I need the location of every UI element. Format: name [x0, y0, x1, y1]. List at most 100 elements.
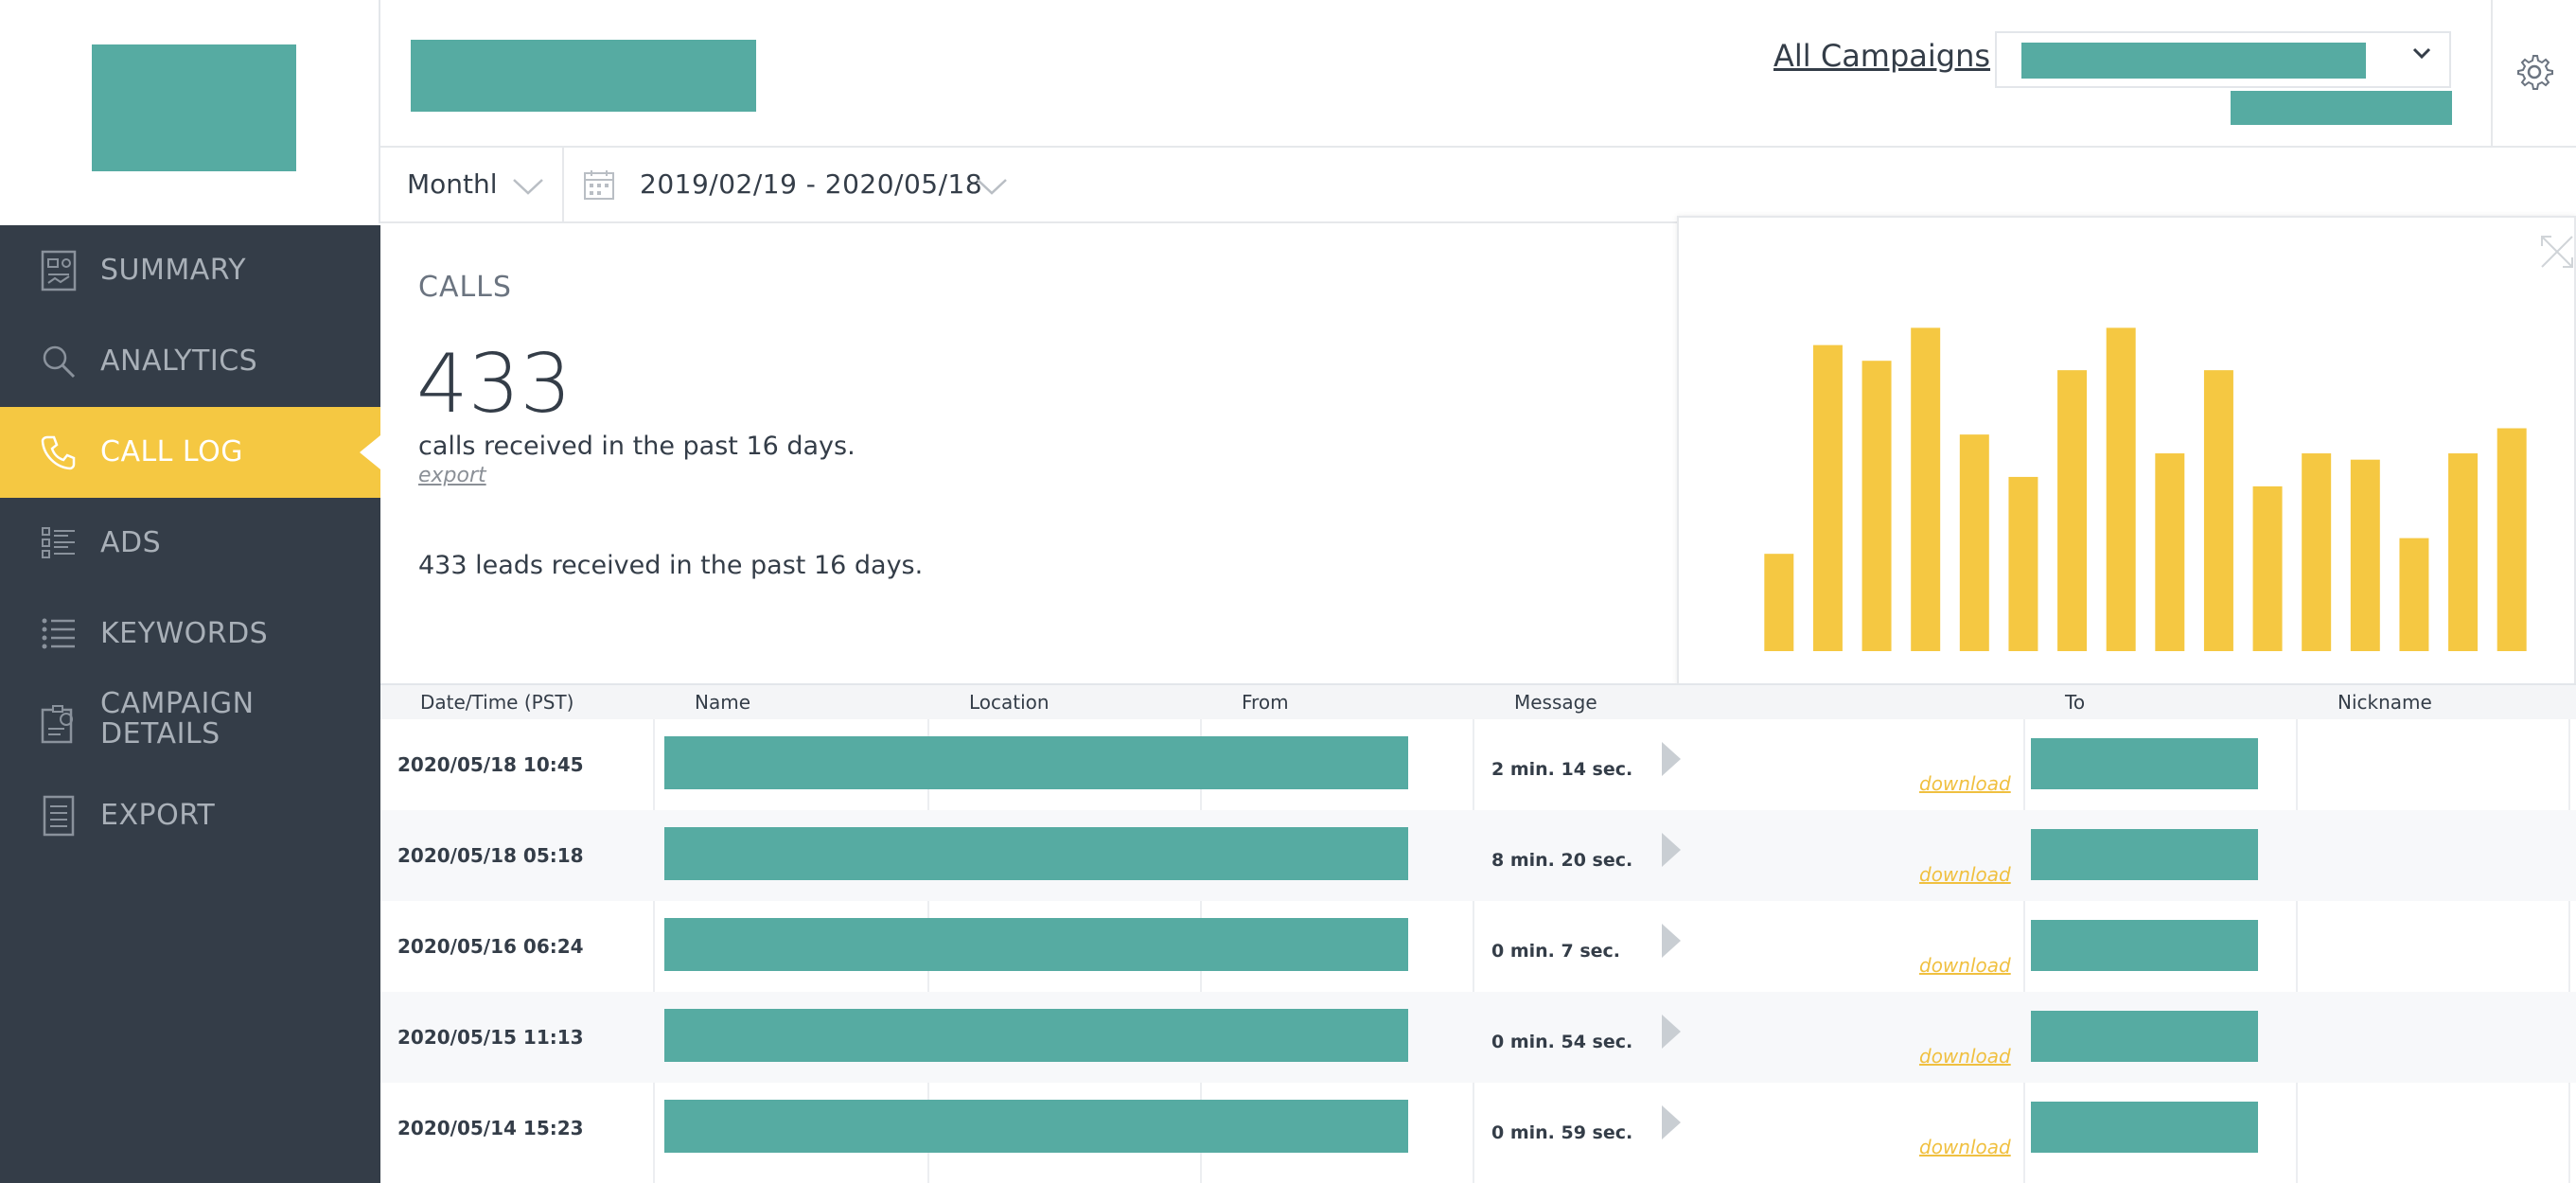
chart-bar[interactable] — [1861, 361, 1892, 651]
sidebar-item-label: EXPORT — [100, 799, 216, 832]
table-row[interactable]: 2020/05/18 05:18 8 min. 20 sec. download — [380, 810, 2576, 901]
download-link[interactable]: download — [1919, 954, 2011, 977]
period-select[interactable]: Monthl — [380, 148, 564, 221]
sidebar-item-label: KEYWORDS — [100, 617, 269, 650]
row-to-number — [2031, 1102, 2258, 1153]
play-icon[interactable] — [1662, 924, 1681, 958]
play-icon[interactable] — [1662, 833, 1681, 867]
summary-report-icon — [38, 250, 79, 291]
chevron-down-icon — [975, 172, 1009, 204]
download-link[interactable]: download — [1919, 772, 2011, 795]
table-row[interactable]: 2020/05/18 10:45 2 min. 14 sec. download — [380, 719, 2576, 810]
chart-bar[interactable] — [1911, 327, 1941, 651]
leads-description: 433 leads received in the past 16 days. — [418, 551, 924, 580]
chart-bar[interactable] — [2252, 486, 2283, 651]
download-link[interactable]: download — [1919, 863, 2011, 886]
column-header-nickname[interactable]: Nickname — [2338, 691, 2432, 714]
column-header-location[interactable]: Location — [969, 691, 1050, 714]
campaign-select[interactable] — [1995, 31, 2451, 88]
chart-bar[interactable] — [1812, 344, 1843, 651]
column-divider — [2568, 683, 2570, 1183]
sidebar-item-label-line2: DETAILS — [100, 717, 221, 750]
brand-logo[interactable] — [92, 44, 296, 171]
selected-campaign-value — [2021, 43, 2366, 79]
sidebar-item-ads[interactable]: ADS — [0, 498, 380, 589]
date-range-picker[interactable]: 2019/02/19 - 2020/05/18 — [564, 148, 1094, 221]
sidebar-item-campaign-details[interactable]: CAMPAIGN DETAILS — [0, 680, 380, 770]
chart-bar[interactable] — [2203, 370, 2233, 651]
row-caller-details — [664, 827, 1408, 880]
play-icon[interactable] — [1662, 1015, 1681, 1049]
sidebar-item-label: ADS — [100, 526, 162, 559]
page-title — [411, 40, 756, 112]
chart-bar[interactable] — [2399, 538, 2429, 651]
campaign-details-icon — [38, 704, 79, 746]
row-message-duration: 0 min. 7 sec. — [1491, 941, 1621, 962]
row-datetime: 2020/05/14 15:23 — [397, 1117, 584, 1139]
row-message-duration: 0 min. 59 sec. — [1491, 1122, 1633, 1143]
all-campaigns-link[interactable]: All Campaigns — [1773, 38, 1991, 74]
table-row[interactable]: 2020/05/14 15:23 0 min. 59 sec. download — [380, 1083, 2576, 1174]
row-caller-details — [664, 1100, 1408, 1153]
sidebar-item-summary[interactable]: SUMMARY — [0, 225, 380, 316]
table-row[interactable]: 2020/05/16 06:24 0 min. 7 sec. download — [380, 901, 2576, 992]
play-icon[interactable] — [1662, 1105, 1681, 1139]
column-header-to[interactable]: To — [2065, 691, 2086, 714]
sidebar: SUMMARY ANALYTICS CALL LOG ADS KEYWORDS … — [0, 225, 380, 1183]
sidebar-item-analytics[interactable]: ANALYTICS — [0, 316, 380, 407]
sidebar-item-label-line1: CAMPAIGN — [100, 687, 255, 720]
chart-bar[interactable] — [2008, 476, 2038, 651]
calls-count: 433 — [416, 337, 573, 432]
document-icon — [38, 795, 79, 837]
row-caller-details — [664, 918, 1408, 971]
chevron-down-icon — [2409, 41, 2434, 69]
row-message-duration: 2 min. 14 sec. — [1491, 759, 1633, 780]
chart-bar[interactable] — [2302, 453, 2332, 651]
list-icon — [38, 613, 79, 655]
expand-icon[interactable] — [2536, 231, 2576, 276]
row-to-number — [2031, 1011, 2258, 1062]
row-datetime: 2020/05/18 10:45 — [397, 753, 584, 776]
chart-bar[interactable] — [2448, 453, 2479, 651]
chevron-down-icon — [511, 172, 545, 204]
download-link[interactable]: download — [1919, 1045, 2011, 1068]
chart-bar[interactable] — [2155, 453, 2185, 651]
column-header-message[interactable]: Message — [1514, 691, 1597, 714]
call-log-table: Date/Time (PST) Name Location From Messa… — [380, 683, 2576, 1183]
sidebar-item-label: SUMMARY — [100, 254, 247, 287]
sidebar-item-keywords[interactable]: KEYWORDS — [0, 589, 380, 680]
column-divider — [2023, 683, 2025, 1183]
filter-bar: Monthl 2019/02/19 - 2020/05/18 — [380, 148, 2576, 223]
chart-bar[interactable] — [1764, 554, 1794, 651]
sidebar-item-label: ANALYTICS — [100, 344, 258, 378]
chart-bar[interactable] — [2106, 327, 2136, 651]
download-link[interactable]: download — [1919, 1136, 2011, 1158]
row-message-duration: 0 min. 54 sec. — [1491, 1032, 1633, 1052]
period-select-value: Monthl — [407, 168, 498, 200]
phone-icon — [38, 432, 79, 473]
chart-bar[interactable] — [2497, 428, 2527, 651]
row-to-number — [2031, 738, 2258, 789]
chart-bar[interactable] — [2350, 459, 2380, 651]
column-header-from[interactable]: From — [1242, 691, 1289, 714]
ads-list-icon — [38, 522, 79, 564]
column-header-datetime[interactable]: Date/Time (PST) — [420, 691, 574, 714]
sidebar-item-export[interactable]: EXPORT — [0, 770, 380, 861]
export-link[interactable]: export — [418, 464, 486, 487]
calls-heading: CALLS — [418, 271, 512, 304]
logo-area — [0, 0, 380, 223]
row-datetime: 2020/05/18 05:18 — [397, 844, 584, 867]
row-message-duration: 8 min. 20 sec. — [1491, 850, 1633, 871]
calls-bar-chart — [1764, 327, 2527, 651]
row-datetime: 2020/05/16 06:24 — [397, 935, 584, 958]
table-header: Date/Time (PST) Name Location From Messa… — [380, 683, 2576, 719]
row-caller-details — [664, 736, 1408, 789]
table-row[interactable]: 2020/05/15 11:13 0 min. 54 sec. download — [380, 992, 2576, 1083]
column-header-name[interactable]: Name — [695, 691, 751, 714]
chart-bar[interactable] — [1959, 434, 1989, 651]
play-icon[interactable] — [1662, 742, 1681, 776]
calls-description: calls received in the past 16 days. — [418, 432, 856, 461]
settings-button[interactable] — [2491, 0, 2576, 148]
sidebar-item-call-log[interactable]: CALL LOG — [0, 407, 380, 498]
chart-bar[interactable] — [2057, 370, 2088, 651]
